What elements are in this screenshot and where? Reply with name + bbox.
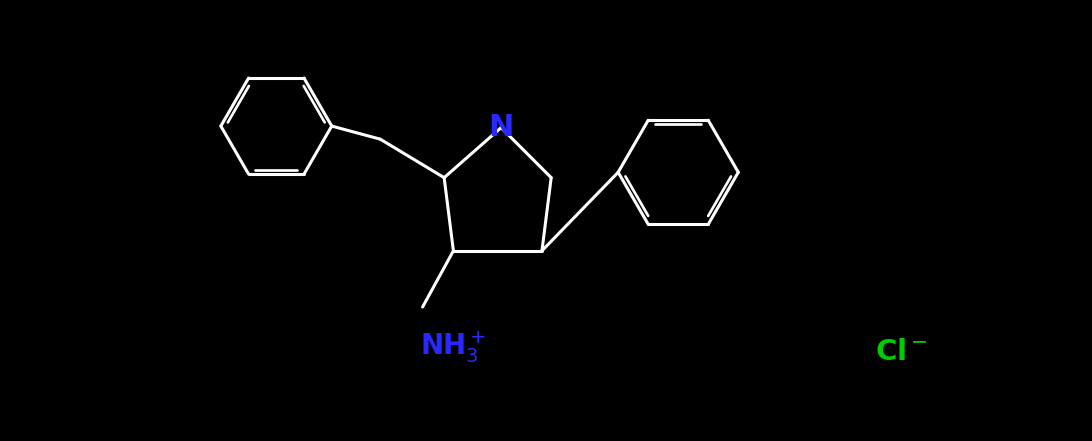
Text: N: N [488,113,514,142]
Text: Cl$^-$: Cl$^-$ [876,338,928,366]
Text: NH$_3^+$: NH$_3^+$ [420,329,486,365]
